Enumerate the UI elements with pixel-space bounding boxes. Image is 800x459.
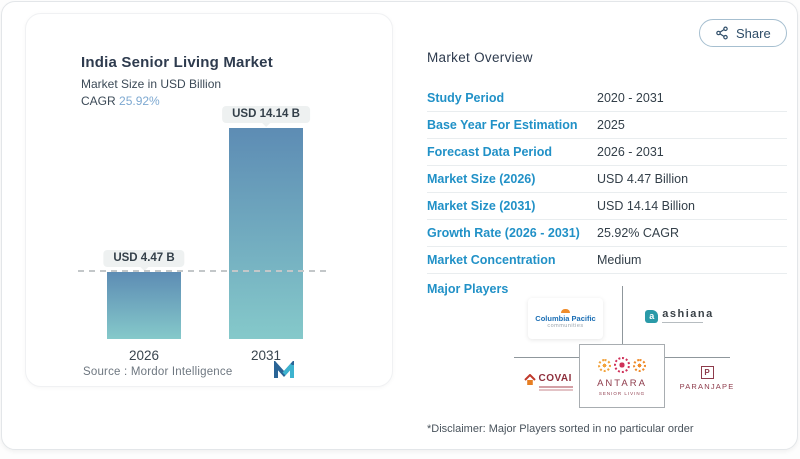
reference-dashed-line — [78, 270, 331, 272]
overview-row-value: 25.92% CAGR — [597, 226, 679, 240]
overview-heading: Market Overview — [427, 50, 533, 65]
overview-row-label: Market Size (2026) — [427, 172, 536, 186]
source-value: Mordor Intelligence — [130, 366, 233, 378]
covai-tagline-bar — [538, 386, 573, 388]
overview-row-value: USD 4.47 Billion — [597, 172, 689, 186]
antara-logo: ANTARA SENIOR LIVING — [579, 344, 665, 408]
overview-row-label: Market Size (2031) — [427, 199, 536, 213]
paranjape-logo: P PARANJAPE — [672, 366, 742, 396]
columbia-pacific-name: Columbia Pacific — [535, 313, 596, 323]
covai-tagline-bar — [538, 389, 573, 391]
antara-flowers-icon — [598, 356, 646, 374]
covai-name: COVAI — [538, 373, 572, 384]
overview-row-value: 2020 - 2031 — [597, 91, 664, 105]
paranjape-name: PARANJAPE — [679, 382, 735, 391]
overview-row-value: 2025 — [597, 118, 625, 132]
chart-title: India Senior Living Market — [81, 54, 273, 71]
overview-row: Study Period 2020 - 2031 — [427, 85, 787, 112]
paranjape-mark-icon: P — [700, 366, 714, 379]
bar-2026 — [107, 272, 181, 339]
overview-row: Base Year For Estimation 2025 — [427, 112, 787, 139]
disclaimer-text: *Disclaimer: Major Players sorted in no … — [427, 423, 694, 435]
overview-row: Market Size (2031) USD 14.14 Billion — [427, 193, 787, 220]
overview-row-label: Study Period — [427, 91, 505, 105]
flower-icon — [633, 358, 646, 372]
cagr-label: CAGR — [81, 94, 116, 108]
x-axis-label: 2031 — [250, 348, 282, 363]
overview-row: Market Size (2026) USD 4.47 Billion — [427, 166, 787, 193]
share-button-label: Share — [736, 25, 771, 41]
share-button[interactable]: Share — [699, 19, 787, 47]
share-icon — [716, 26, 728, 40]
bar-value-label: USD 4.47 B — [103, 250, 185, 267]
x-axis-label: 2026 — [128, 348, 160, 363]
infographic-card: India Senior Living Market Market Size i… — [1, 1, 798, 450]
overview-row-label: Growth Rate (2026 - 2031) — [427, 226, 580, 240]
overview-row: Forecast Data Period 2026 - 2031 — [427, 139, 787, 166]
flower-icon — [598, 358, 611, 372]
flower-icon — [614, 357, 630, 373]
overview-row-value: Medium — [597, 253, 642, 267]
columbia-pacific-sub: communities — [547, 322, 584, 329]
chart-panel: India Senior Living Market Market Size i… — [25, 13, 393, 387]
market-overview-panel: Market Overview Study Period 2020 - 2031 B… — [427, 42, 787, 452]
ashiana-mark-icon: a — [645, 309, 659, 323]
covai-logo: COVAI — [513, 374, 583, 398]
chart-cagr: CAGR 25.92% — [81, 94, 160, 108]
chart-subtitle: Market Size in USD Billion — [81, 77, 222, 91]
columbia-pacific-arc-icon — [561, 308, 570, 313]
overview-row-value: USD 14.14 Billion — [597, 199, 695, 213]
overview-row-value: 2026 - 2031 — [597, 145, 664, 159]
mordor-intelligence-logo-icon — [274, 361, 294, 378]
antara-sub: SENIOR LIVING — [598, 391, 646, 396]
columbia-pacific-logo: Columbia Pacific communities — [528, 298, 603, 339]
overview-row-label: Base Year For Estimation — [427, 118, 578, 132]
logo-divider-vertical — [622, 286, 623, 346]
overview-row: Market Concentration Medium — [427, 247, 787, 274]
major-players-label: Major Players — [427, 282, 509, 296]
antara-name: ANTARA — [597, 378, 647, 389]
overview-rows: Study Period 2020 - 2031 Base Year For Est… — [427, 85, 787, 274]
cagr-value: 25.92% — [119, 94, 160, 108]
major-players-logos: Columbia Pacific communities a ashiana A… — [427, 42, 787, 452]
ashiana-logo: a ashiana — [632, 304, 727, 328]
bar-2031 — [229, 128, 303, 339]
overview-row-label: Market Concentration — [427, 253, 556, 267]
overview-row-label: Forecast Data Period — [427, 145, 553, 159]
source-line: Source : Mordor Intelligence — [83, 366, 232, 378]
covai-home-icon — [523, 374, 536, 385]
overview-row: Growth Rate (2026 - 2031) 25.92% CAGR — [427, 220, 787, 247]
ashiana-name: ashiana — [662, 309, 713, 323]
bar-value-label: USD 14.14 B — [222, 106, 310, 123]
bar-chart: USD 4.47 B 2026 USD 14.14 B 2031 — [26, 14, 392, 386]
source-label: Source : — [83, 366, 128, 378]
